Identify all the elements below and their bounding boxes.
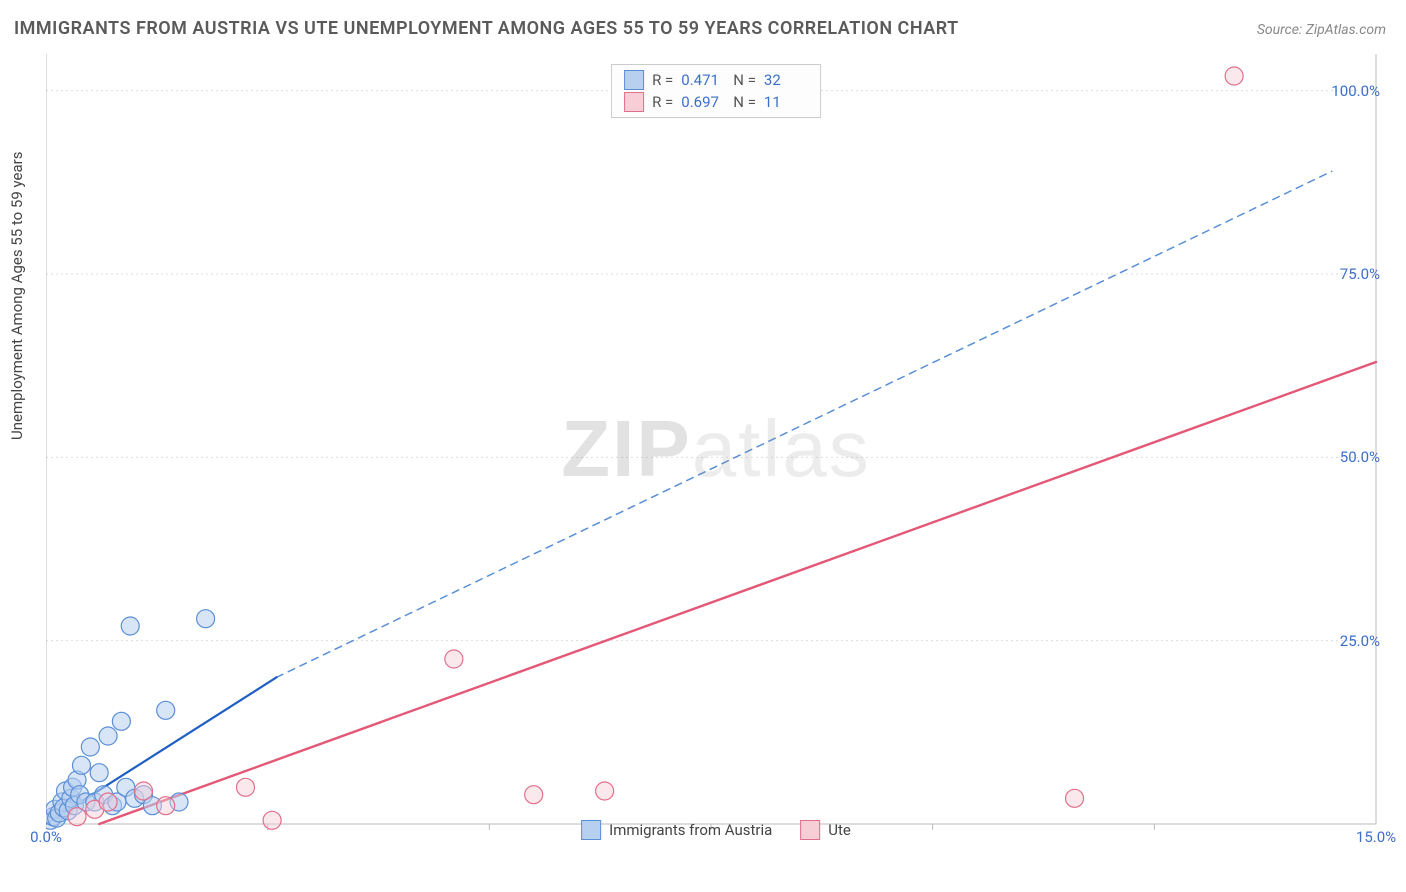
legend-row-b: R = 0.697 N = 11 — [624, 91, 808, 113]
x-tick-label: 0.0% — [30, 828, 62, 846]
y-tick-label: 100.0% — [1331, 82, 1380, 100]
series-legend: Immigrants from Austria Ute — [581, 820, 851, 840]
legend-row-a: R = 0.471 N = 32 — [624, 69, 808, 91]
y-tick-label: 25.0% — [1340, 632, 1380, 650]
source-label: Source: ZipAtlas.com — [1257, 22, 1386, 38]
plot-area: ZIPatlas R = 0.471 N = 32 R = 0.697 N = … — [46, 54, 1386, 844]
legend-item-ute: Ute — [800, 820, 851, 840]
y-tick-label: 50.0% — [1340, 448, 1380, 466]
legend-swatch-pink — [624, 92, 644, 112]
legend-swatch-blue — [624, 70, 644, 90]
chart-title: IMMIGRANTS FROM AUSTRIA VS UTE UNEMPLOYM… — [14, 18, 959, 39]
legend-item-austria: Immigrants from Austria — [581, 820, 772, 840]
chart-container: IMMIGRANTS FROM AUSTRIA VS UTE UNEMPLOYM… — [0, 0, 1406, 892]
correlation-legend: R = 0.471 N = 32 R = 0.697 N = 11 — [611, 64, 821, 118]
y-tick-label: 75.0% — [1340, 265, 1380, 283]
scatter-chart — [46, 54, 1386, 844]
legend-swatch-ute — [800, 820, 820, 840]
x-tick-label: 15.0% — [1356, 828, 1396, 846]
y-axis-label: Unemployment Among Ages 55 to 59 years — [8, 152, 26, 440]
legend-swatch-austria — [581, 820, 601, 840]
